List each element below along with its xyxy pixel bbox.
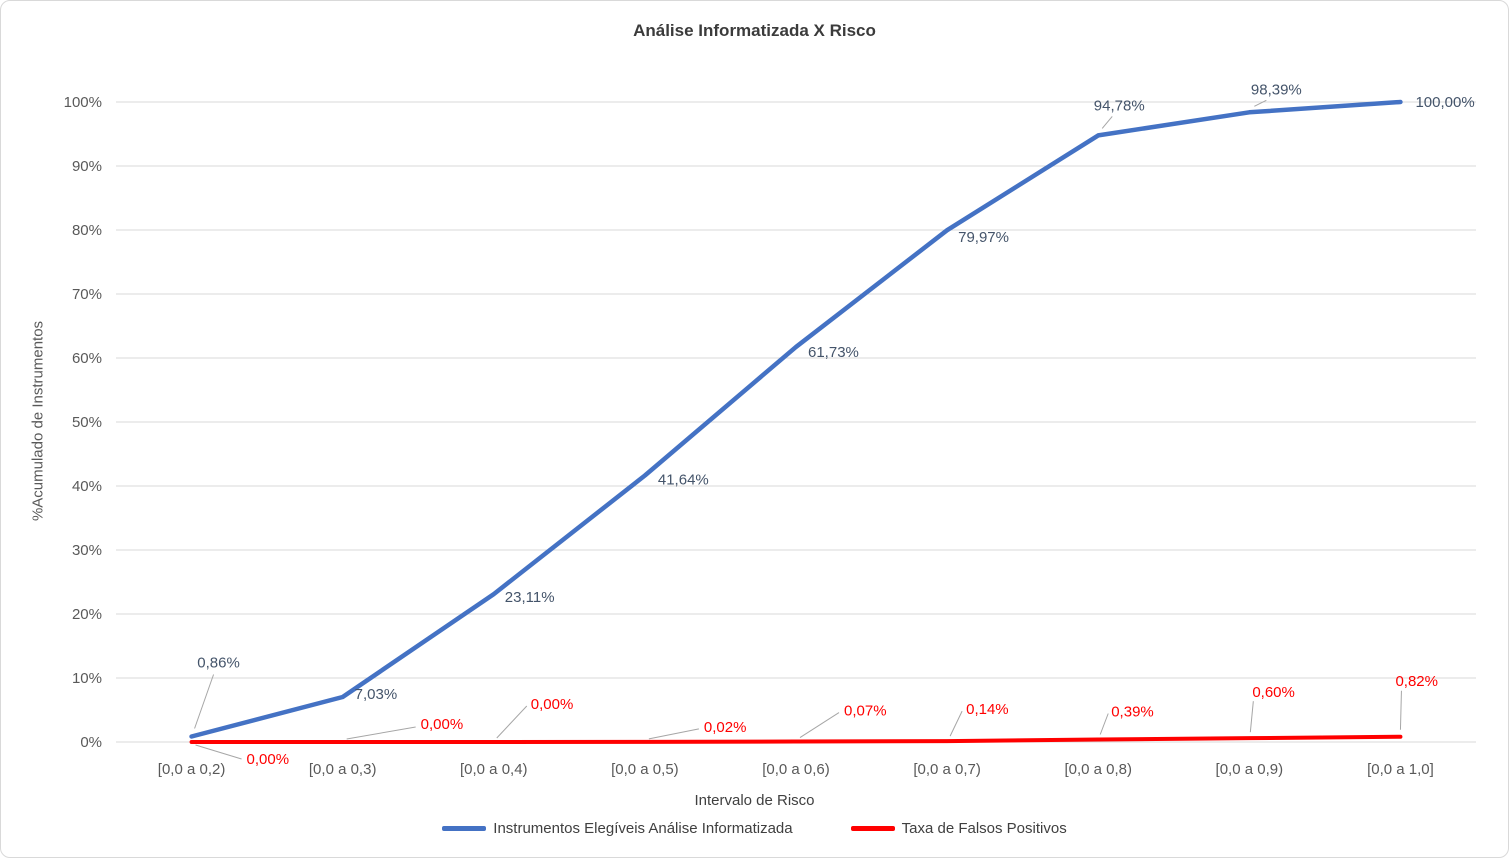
y-axis-tick-label: 60% xyxy=(72,350,102,367)
x-axis-tick-label: [0,0 a 0,6) xyxy=(762,761,830,778)
label-leader-line xyxy=(496,705,528,739)
x-axis-tick-label: [0,0 a 0,9) xyxy=(1216,761,1284,778)
y-axis-tick-label: 70% xyxy=(72,286,102,303)
label-leader-line xyxy=(1399,690,1402,730)
label-leader-line xyxy=(1101,116,1113,129)
legend-swatch-blue-line xyxy=(442,826,487,831)
data-label: 0,39% xyxy=(1111,704,1154,721)
data-label: 100,00% xyxy=(1415,94,1474,111)
data-label: 23,11% xyxy=(505,589,555,606)
y-axis-tick-label: 100% xyxy=(64,94,102,111)
data-label: 79,97% xyxy=(958,229,1009,246)
data-label: 0,60% xyxy=(1252,684,1295,701)
x-axis-tick-label: [0,0 a 0,4) xyxy=(460,761,528,778)
legend-item-instrumentos-elegiveis: Instrumentos Elegíveis Análise Informati… xyxy=(442,820,793,837)
data-label: 0,00% xyxy=(247,751,290,768)
data-label: 0,07% xyxy=(844,703,887,720)
series-line-instrumentos-elegiveis xyxy=(189,99,1403,739)
label-leader-line xyxy=(648,728,699,740)
y-axis-tick-label: 30% xyxy=(72,542,102,559)
data-label: 41,64% xyxy=(658,472,709,489)
label-leader-line xyxy=(1249,701,1254,733)
label-leader-line xyxy=(346,726,416,740)
data-label: 0,14% xyxy=(966,701,1009,718)
data-label: 94,78% xyxy=(1094,97,1145,114)
data-label: 0,86% xyxy=(197,654,240,671)
x-axis-tick-label: [0,0 a 1,0] xyxy=(1367,761,1434,778)
data-label: 0,82% xyxy=(1395,673,1438,690)
data-label: 98,39% xyxy=(1251,81,1302,98)
chart-title: Análise Informatizada X Risco xyxy=(633,21,876,40)
y-axis-tick-label: 40% xyxy=(72,478,102,495)
x-axis-tick-label: [0,0 a 0,7) xyxy=(913,761,981,778)
y-axis-tick-label: 80% xyxy=(72,222,102,239)
legend-swatch-red-line xyxy=(850,826,895,831)
label-leader-line xyxy=(949,710,963,737)
series-line-falsos-positivos xyxy=(189,734,1403,744)
data-label: 0,00% xyxy=(531,696,574,713)
x-axis-title: Intervalo de Risco xyxy=(694,792,815,809)
legend-item-falsos-positivos: Taxa de Falsos Positivos xyxy=(850,820,1067,837)
y-axis-tick-label: 20% xyxy=(72,606,102,623)
legend-label-falsos-positivos: Taxa de Falsos Positivos xyxy=(901,820,1067,837)
y-axis-tick-label: 50% xyxy=(72,414,102,431)
y-axis-tick-label: 90% xyxy=(72,158,102,175)
data-label: 0,02% xyxy=(704,719,747,736)
data-label: 61,73% xyxy=(808,344,859,361)
data-label: 0,00% xyxy=(421,716,464,733)
x-axis-tick-label: [0,0 a 0,2) xyxy=(158,761,226,778)
label-leader-line xyxy=(1099,713,1109,735)
label-leader-line xyxy=(195,744,242,760)
label-leader-line xyxy=(799,712,840,738)
x-axis-tick-label: [0,0 a 0,8) xyxy=(1064,761,1132,778)
label-leader-line xyxy=(194,674,215,729)
legend: Instrumentos Elegíveis Análise Informati… xyxy=(1,820,1508,837)
x-axis-tick-label: [0,0 a 0,3) xyxy=(309,761,377,778)
x-axis-tick-label: [0,0 a 0,5) xyxy=(611,761,679,778)
data-label: 7,03% xyxy=(355,686,398,703)
legend-label-instrumentos-elegiveis: Instrumentos Elegíveis Análise Informati… xyxy=(493,820,793,837)
label-leader-line xyxy=(1254,99,1267,107)
y-axis-tick-label: 10% xyxy=(72,670,102,687)
y-axis-tick-label: 0% xyxy=(80,734,102,751)
